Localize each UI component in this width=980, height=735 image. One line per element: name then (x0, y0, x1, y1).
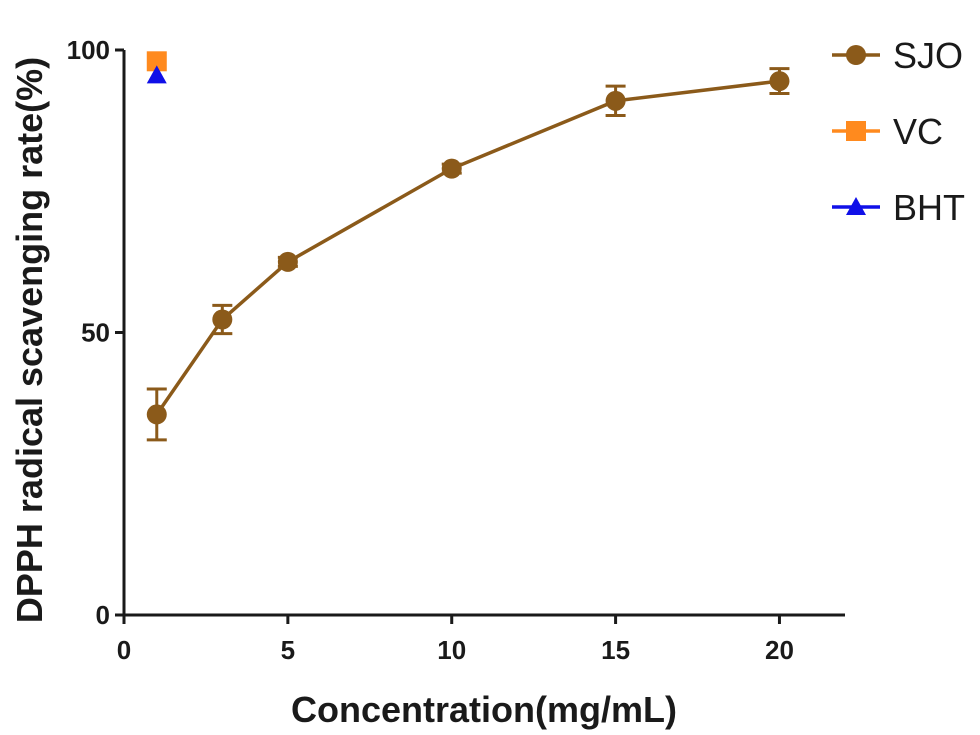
series-line-sjo (155, 79, 780, 416)
x-tick-label: 5 (281, 635, 295, 665)
legend-label-bht: BHT (893, 187, 965, 228)
x-tick-label: 0 (117, 635, 131, 665)
x-tick-label: 15 (601, 635, 630, 665)
legend-item-bht: BHT (832, 187, 965, 228)
series-vc (146, 51, 167, 72)
plot-area (122, 50, 845, 617)
data-point-sjo (605, 90, 626, 111)
data-point-sjo (769, 71, 790, 92)
data-point-sjo (277, 251, 298, 272)
data-point-bht (146, 65, 167, 84)
data-point-sjo (146, 404, 167, 425)
y-axis-ticks: 0 50 100 (67, 35, 124, 630)
x-tick-label: 20 (765, 635, 794, 665)
y-axis-title: DPPH radical scavenging rate(%) (9, 57, 50, 623)
legend-item-sjo: SJO (832, 35, 963, 76)
legend-item-vc: VC (832, 111, 943, 152)
x-axis-ticks: 0 5 10 15 20 (117, 615, 794, 665)
legend-marker-sjo (846, 45, 866, 65)
legend: SJO VC BHT (832, 35, 965, 228)
legend-marker-bht (846, 197, 866, 215)
data-point-vc (146, 51, 167, 72)
x-tick-label: 10 (437, 635, 466, 665)
legend-marker-vc (846, 121, 866, 141)
y-tick-label: 0 (96, 600, 110, 630)
series-sjo (146, 67, 790, 442)
legend-label-sjo: SJO (893, 35, 963, 76)
y-tick-label: 100 (67, 35, 110, 65)
data-point-sjo (441, 158, 462, 179)
legend-label-vc: VC (893, 111, 943, 152)
x-axis-title: Concentration(mg/mL) (291, 689, 677, 730)
data-point-sjo (212, 309, 233, 330)
y-tick-label: 50 (81, 318, 110, 348)
series-bht (146, 65, 167, 84)
